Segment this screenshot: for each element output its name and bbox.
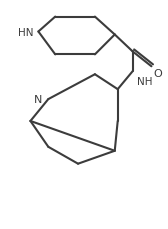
Text: NH: NH (137, 77, 152, 87)
Text: O: O (153, 69, 162, 79)
Text: HN: HN (18, 27, 33, 37)
Text: N: N (34, 95, 43, 105)
